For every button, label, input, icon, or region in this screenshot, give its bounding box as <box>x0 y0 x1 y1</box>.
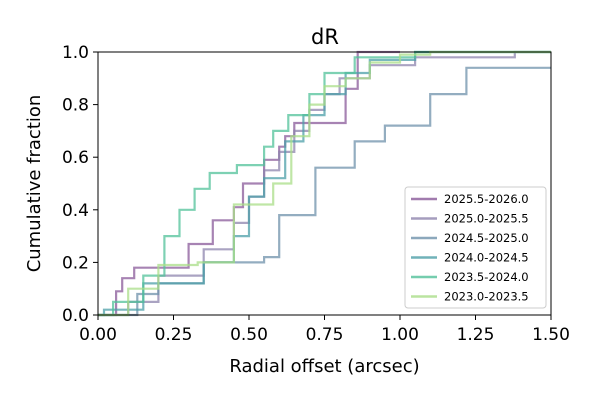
y-tick-label: 0.6 <box>62 148 89 168</box>
chart-legend: 2025.5-2026.0 2025.0-2025.5 2024.5-2025.0 2… <box>404 186 547 309</box>
legend-label-1: 2025.0-2025.5 <box>444 212 529 226</box>
y-axis-ticks: 0.0 0.2 0.4 0.6 0.8 1.0 <box>62 43 98 326</box>
x-tick-label: 0.25 <box>155 325 193 345</box>
x-axis-ticks: 0.00 0.25 0.50 0.75 1.00 1.25 1.50 <box>79 315 570 345</box>
legend-label-4: 2023.5-2024.0 <box>444 270 529 284</box>
legend-label-2: 2024.5-2025.0 <box>444 231 529 245</box>
legend-items: 2025.5-2026.0 2025.0-2025.5 2024.5-2025.0 2… <box>411 192 529 304</box>
series-line-1 <box>98 50 551 317</box>
legend-label-0: 2025.5-2026.0 <box>444 192 529 206</box>
x-axis-label: Radial offset (arcsec) <box>229 356 419 377</box>
chart-title: dR <box>311 25 339 49</box>
legend-label-5: 2023.0-2023.5 <box>444 290 529 304</box>
x-tick-label: 1.50 <box>532 325 570 345</box>
y-tick-label: 0.0 <box>62 306 89 326</box>
x-tick-label: 1.00 <box>381 325 419 345</box>
y-tick-label: 1.0 <box>62 43 89 63</box>
legend-box <box>404 186 547 309</box>
y-tick-label: 0.8 <box>62 96 89 116</box>
series-line-4 <box>98 50 551 317</box>
x-tick-label: 0.75 <box>306 325 344 345</box>
x-tick-label: 0.50 <box>230 325 268 345</box>
series-line-0 <box>98 50 400 317</box>
plot-series-group <box>98 50 551 317</box>
x-tick-label: 0.00 <box>79 325 117 345</box>
y-axis-label: Cumulative fraction <box>24 95 45 273</box>
legend-label-3: 2024.0-2024.5 <box>444 251 529 265</box>
series-line-5 <box>98 50 551 317</box>
y-tick-label: 0.2 <box>62 253 89 273</box>
x-tick-label: 1.25 <box>457 325 495 345</box>
y-tick-label: 0.4 <box>62 201 89 221</box>
